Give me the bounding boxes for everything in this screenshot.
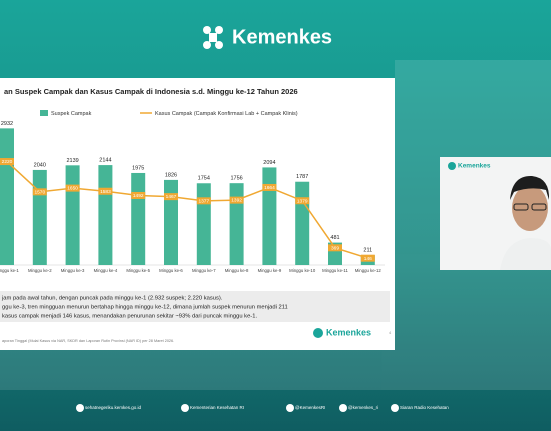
line-label: 1392: [231, 198, 242, 204]
line-label: 146: [364, 256, 372, 262]
line-label: 1492: [133, 193, 144, 199]
line-label: 1650: [67, 186, 78, 192]
note: jam pada awal tahun, dengan puncak pada …: [1, 296, 223, 302]
bar-label: 1754: [198, 176, 210, 182]
bar-label: 2040: [34, 162, 46, 168]
legend-swatch: [40, 110, 48, 116]
bar-label: 481: [330, 235, 339, 241]
x-tick-label: Minggu ke-9: [258, 268, 282, 273]
footer-icon: [286, 404, 294, 412]
notes-box: [0, 291, 390, 322]
bar-label: 2932: [1, 121, 13, 127]
x-tick-label: Minggu ke-2: [28, 268, 52, 273]
bar: [0, 128, 14, 265]
x-tick-label: Minggu ke-4: [94, 268, 118, 273]
bar: [295, 181, 310, 265]
line-label-box: [328, 244, 342, 252]
line-label-box: [131, 191, 146, 199]
note: ggu ke-3, tren mingguan menurun bertahap…: [2, 305, 288, 311]
x-tick-label: Minggu ke-11: [322, 268, 348, 273]
x-tick-label: Minggu ke-8: [225, 268, 249, 273]
line-label-box: [295, 197, 310, 205]
bar-label: 1975: [132, 165, 144, 171]
source: aporan Tinggal (Mulai Kasus via NAR, SKD…: [2, 339, 174, 343]
line-label: 1570: [34, 189, 45, 195]
line-label: 1377: [198, 198, 209, 204]
x-tick-label: Minggu ke-6: [159, 268, 183, 273]
line-label-box: [164, 193, 178, 201]
bar: [65, 165, 80, 265]
line-label: 1379: [297, 198, 308, 204]
x-tick-label: Minggu ke-10: [289, 268, 316, 273]
x-tick-label: Minggu ke-7: [192, 268, 216, 273]
note: kasus campak menjadi 146 kasus, menandak…: [2, 314, 257, 320]
slide: an Suspek Campak dan Kasus Campak di Ind…: [0, 78, 395, 350]
line-label: 1467: [166, 194, 177, 200]
line-label-box: [32, 188, 47, 196]
bar-label: 1826: [165, 172, 177, 178]
bar: [98, 165, 113, 265]
footer-text: Siaran Radio Kesehatan: [400, 405, 449, 410]
x-tick-label: Minggu ke-3: [61, 268, 85, 273]
bar: [164, 179, 178, 265]
bar-label: 211: [363, 248, 372, 254]
header-logo-text: Kemenkes: [232, 26, 332, 48]
bar: [32, 169, 47, 265]
bar: [196, 183, 211, 265]
line-label: 1664: [264, 185, 275, 191]
line-label-box: [196, 197, 211, 205]
slide-logo-text: Kemenkes: [326, 327, 371, 337]
video-tile: Kemenkes: [440, 157, 551, 270]
footer-text: @KemenkesRI: [295, 405, 325, 410]
footer-icon: [391, 404, 399, 412]
line-label-box: [98, 187, 113, 195]
line-label-box: [360, 254, 375, 262]
page-number: 4: [389, 330, 392, 335]
chart-title: an Suspek Campak dan Kasus Campak di Ind…: [4, 87, 298, 96]
x-tick-label: Minggu ke-12: [355, 268, 382, 273]
footer-icon: [181, 404, 189, 412]
line-label-box: [262, 183, 277, 191]
line-label-box: [229, 196, 244, 204]
bar: [229, 183, 244, 265]
footer-text: sehatnegeriku.kemkes.go.id: [85, 405, 142, 410]
bar-label: 2094: [263, 160, 275, 166]
bar-label: 2139: [66, 158, 78, 164]
bar: [262, 167, 277, 265]
bar-label: 1787: [296, 174, 308, 180]
bar: [131, 172, 146, 265]
video-logo-text: Kemenkes: [458, 163, 491, 170]
header-logo: Kemenkes: [203, 26, 332, 49]
slide-logo: Kemenkes: [313, 327, 371, 338]
footer-icon: [339, 404, 347, 412]
line-label-box: [0, 158, 14, 166]
footer: sehatnegeriku.kemkes.go.id Kementerian Ke…: [76, 404, 449, 412]
legend-label: Suspek Campak: [51, 111, 92, 117]
footer-text: @kemenkes_ri: [348, 405, 378, 410]
line-label: 369: [331, 245, 339, 251]
line-label: 1583: [100, 189, 111, 195]
footer-icon: [76, 404, 84, 412]
line-label-box: [65, 184, 80, 192]
x-tick-label: Minggu ke-5: [126, 268, 150, 273]
bar-label: 2144: [99, 158, 111, 164]
footer-text: Kementerian Kesehatan RI: [190, 405, 244, 410]
x-tick-label: Minggu ke-1: [0, 268, 19, 273]
line-label: 2220: [2, 159, 13, 165]
legend-label: Kasus Campak (Campak Konfirmasi Lab + Ca…: [155, 111, 298, 117]
bar-label: 1756: [230, 176, 242, 182]
